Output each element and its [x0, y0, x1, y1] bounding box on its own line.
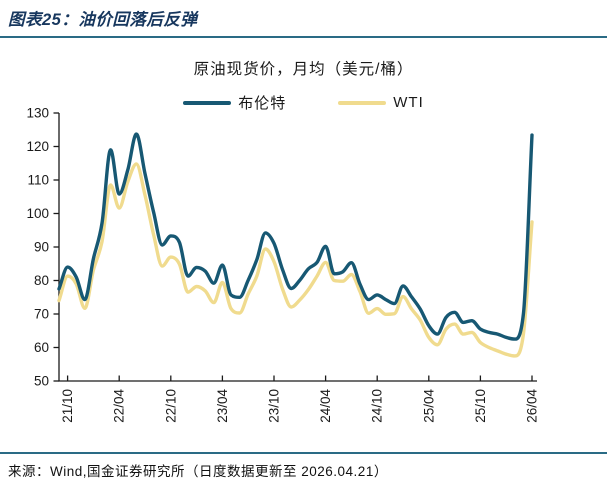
x-tick-label: 22/04 [112, 389, 127, 423]
chart-legend: 布伦特 WTI [0, 92, 607, 113]
y-tick-label: 130 [26, 106, 49, 121]
x-tick-label: 24/10 [370, 389, 385, 423]
top-divider-rule [0, 36, 607, 38]
legend-item-wti: WTI [338, 94, 424, 111]
x-tick-label: 26/04 [525, 389, 540, 423]
y-tick-label: 80 [34, 273, 49, 288]
y-tick-label: 50 [34, 374, 49, 389]
series-line-wti [57, 162, 534, 358]
x-tick-label: 25/10 [473, 389, 488, 423]
x-tick-label: 21/10 [60, 389, 75, 423]
brent-line-swatch [183, 100, 232, 105]
legend-label-brent: 布伦特 [238, 95, 287, 112]
y-tick-label: 110 [27, 173, 49, 188]
chart-title: 原油现货价，月均（美元/桶） [193, 61, 414, 78]
x-tick-label: 23/04 [215, 389, 230, 423]
y-tick-label: 90 [34, 240, 49, 255]
x-tick-label: 22/10 [163, 389, 178, 423]
y-tick-label: 70 [34, 307, 49, 322]
y-tick-label: 60 [34, 340, 49, 355]
source-note: 来源：Wind,国金证券研究所（日度数据更新至 2026.04.21） [8, 464, 388, 479]
legend-item-brent: 布伦特 [183, 92, 286, 113]
legend-label-wti: WTI [393, 94, 424, 111]
wti-line-swatch [338, 100, 387, 105]
figure-title: 图表25：油价回落后反弹 [8, 11, 198, 29]
x-tick-label: 23/10 [267, 389, 282, 423]
y-tick-label: 120 [26, 139, 49, 154]
x-tick-label: 24/04 [318, 389, 333, 423]
x-tick-label: 25/04 [421, 389, 436, 423]
series-line-brent [57, 132, 534, 341]
y-tick-label: 100 [26, 206, 49, 221]
bottom-divider-rule [0, 452, 607, 454]
